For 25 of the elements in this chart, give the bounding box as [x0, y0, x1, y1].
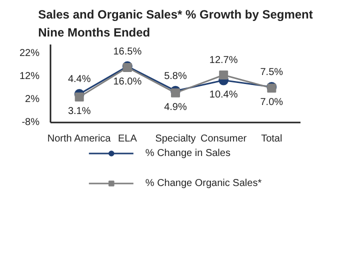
point [74, 92, 84, 102]
data-label: 5.8% [164, 70, 188, 82]
y-tick-label: -8% [22, 117, 40, 128]
x-tick-label: Consumer [200, 134, 248, 144]
x-tick-label: ELA [118, 134, 138, 144]
data-label: 12.7% [209, 55, 238, 66]
data-label: 10.4% [209, 89, 238, 100]
x-tick-label: Total [261, 134, 282, 144]
y-tick-label: 22% [19, 48, 40, 60]
x-tick-label: North America [47, 134, 112, 144]
data-label: 16.0% [113, 76, 142, 88]
data-label: 4.4% [68, 74, 91, 86]
x-tick-label: Specialty [155, 134, 196, 144]
data-label: 16.5% [113, 46, 142, 58]
data-label: 3.1% [68, 106, 91, 118]
point [171, 88, 180, 98]
chart-title: Sales and Organic Sales* % Growth by Segment Nine Months Ended [38, 7, 313, 40]
legend-label: % Change in Sales [145, 147, 230, 159]
point [219, 70, 228, 80]
data-label: 7.0% [260, 97, 284, 108]
data-label: 7.5% [260, 66, 284, 78]
y-tick-label: 12% [19, 71, 40, 82]
legend-label: % Change Organic Sales* [145, 177, 262, 189]
y-tick-label: 2% [25, 94, 40, 106]
data-label: 4.9% [164, 102, 188, 113]
